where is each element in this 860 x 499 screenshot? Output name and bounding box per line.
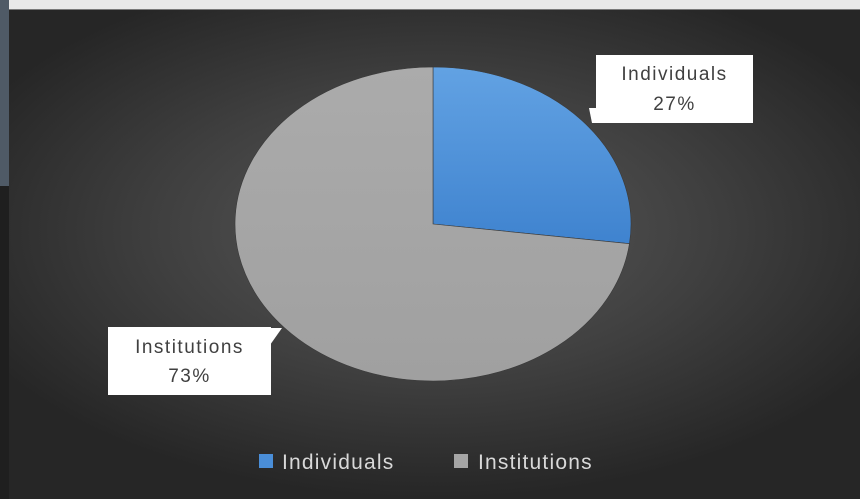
legend-label-individuals: Individuals bbox=[282, 451, 394, 474]
callout-label-individuals: Individuals bbox=[621, 64, 727, 85]
pie-slices bbox=[234, 66, 632, 382]
pie-slice-institutions bbox=[234, 66, 630, 382]
legend-swatch-institutions bbox=[454, 454, 468, 468]
callout-box-individuals bbox=[596, 55, 753, 123]
callout-individuals: Individuals 27% bbox=[589, 55, 753, 123]
pie-slice-individuals bbox=[432, 66, 632, 245]
callout-percent-individuals: 27% bbox=[653, 94, 696, 115]
callout-percent-institutions: 73% bbox=[168, 366, 211, 387]
legend-swatch-individuals bbox=[259, 454, 273, 468]
legend-label-institutions: Institutions bbox=[478, 451, 593, 474]
callout-institutions: Institutions 73% bbox=[108, 327, 282, 395]
callout-label-institutions: Institutions bbox=[135, 337, 244, 358]
callout-pointer-individuals bbox=[589, 108, 596, 123]
callout-box-institutions bbox=[108, 327, 271, 395]
legend: Individuals Institutions bbox=[259, 451, 593, 474]
window-left-border bbox=[0, 0, 9, 186]
callout-pointer-institutions bbox=[270, 328, 282, 345]
window-top-border bbox=[0, 0, 860, 10]
